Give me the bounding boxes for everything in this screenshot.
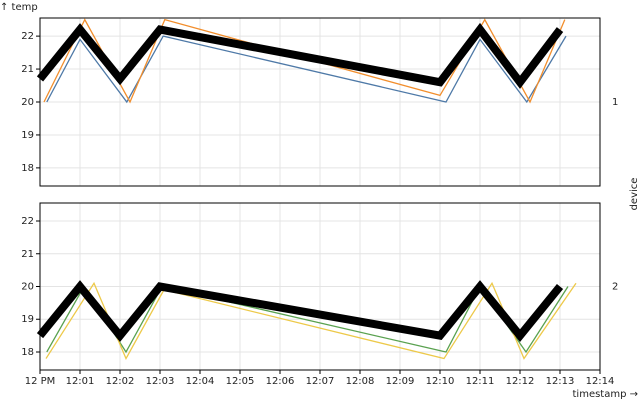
x-tick-label: 12:07 bbox=[306, 376, 335, 387]
x-tick-label: 12:04 bbox=[186, 376, 215, 387]
y-tick-label: 18 bbox=[21, 163, 34, 174]
y-tick-label: 19 bbox=[21, 130, 34, 141]
x-tick-label: 12:01 bbox=[66, 376, 95, 387]
y-tick-label: 21 bbox=[21, 64, 34, 75]
y-axis-label: ↑ temp bbox=[0, 2, 38, 13]
line bbox=[36, 22, 564, 89]
line bbox=[45, 281, 577, 361]
line bbox=[46, 35, 567, 104]
x-tick-label: 12:14 bbox=[586, 376, 615, 387]
y-tick-label: 22 bbox=[21, 31, 34, 42]
x-tick-label: 12 PM bbox=[25, 376, 56, 387]
x-axis-label: timestamp → bbox=[573, 389, 639, 400]
series-group bbox=[36, 18, 567, 104]
series-group bbox=[36, 280, 577, 361]
x-tick-label: 12:05 bbox=[226, 376, 255, 387]
x-tick-label: 12:11 bbox=[466, 376, 495, 387]
y-tick-label: 22 bbox=[21, 216, 34, 227]
x-tick-label: 12:13 bbox=[546, 376, 575, 387]
y-tick-label: 18 bbox=[21, 347, 34, 358]
facet-label: 1 bbox=[612, 97, 618, 108]
facet-axis-label: device bbox=[629, 178, 640, 211]
x-tick-label: 12:08 bbox=[346, 376, 375, 387]
x-tick-label: 12:06 bbox=[266, 376, 295, 387]
x-tick-label: 12:10 bbox=[426, 376, 455, 387]
facet-label: 2 bbox=[612, 282, 618, 293]
line bbox=[36, 280, 564, 342]
x-tick-label: 12:03 bbox=[146, 376, 175, 387]
x-tick-label: 12:12 bbox=[506, 376, 535, 387]
y-tick-label: 19 bbox=[21, 314, 34, 325]
x-tick-label: 12:02 bbox=[106, 376, 135, 387]
y-tick-label: 20 bbox=[21, 282, 34, 293]
y-tick-label: 20 bbox=[21, 97, 34, 108]
x-tick-label: 12:09 bbox=[386, 376, 415, 387]
y-tick-label: 21 bbox=[21, 249, 34, 260]
facet-frame bbox=[39, 17, 601, 187]
